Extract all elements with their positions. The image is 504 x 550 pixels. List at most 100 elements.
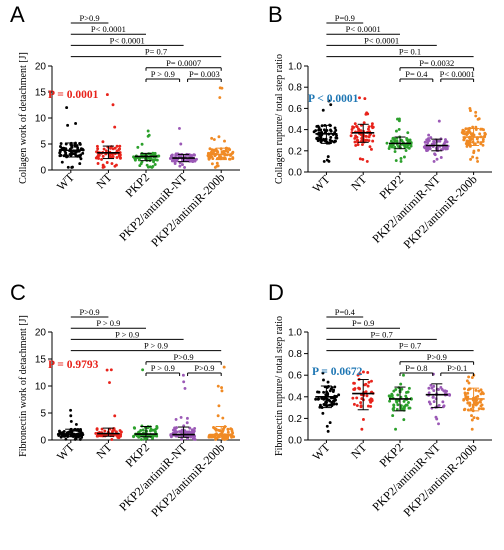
data-point bbox=[193, 426, 197, 430]
data-point bbox=[173, 159, 177, 163]
data-point bbox=[466, 391, 470, 395]
data-point bbox=[217, 404, 221, 408]
comparison-p-label: P>0.9 bbox=[174, 352, 194, 362]
data-point bbox=[69, 414, 73, 418]
data-point bbox=[326, 155, 330, 159]
data-point bbox=[228, 157, 232, 161]
data-point bbox=[133, 157, 137, 161]
data-point bbox=[365, 159, 369, 163]
data-point bbox=[472, 151, 476, 155]
data-point bbox=[322, 159, 326, 163]
data-point bbox=[100, 157, 103, 161]
x-tick-label: PKP2 bbox=[122, 440, 152, 470]
data-point bbox=[81, 151, 85, 155]
data-point bbox=[370, 379, 373, 383]
data-point bbox=[178, 164, 182, 168]
data-point bbox=[231, 150, 235, 154]
data-point bbox=[179, 415, 183, 419]
data-point bbox=[358, 157, 362, 161]
y-tick-label: 0.2 bbox=[288, 146, 302, 157]
data-point bbox=[397, 119, 401, 123]
comparison-p-label: P>0.9 bbox=[194, 363, 214, 373]
data-point bbox=[111, 429, 114, 433]
data-point bbox=[319, 140, 323, 144]
data-point bbox=[314, 397, 318, 401]
data-point bbox=[333, 385, 337, 389]
data-point bbox=[435, 157, 439, 161]
data-point bbox=[221, 428, 225, 432]
data-point bbox=[470, 418, 474, 422]
data-point bbox=[135, 434, 139, 438]
data-point bbox=[332, 400, 336, 403]
data-point bbox=[210, 136, 214, 140]
comparison-p-label: P= 0.0032 bbox=[419, 58, 454, 68]
data-point bbox=[395, 129, 398, 133]
data-point bbox=[95, 144, 99, 148]
data-point bbox=[368, 398, 372, 402]
data-point bbox=[78, 141, 82, 145]
data-point bbox=[170, 159, 174, 163]
data-point bbox=[353, 387, 356, 391]
data-point bbox=[423, 146, 427, 150]
data-point bbox=[318, 405, 322, 409]
y-tick-label: 20 bbox=[35, 328, 47, 339]
data-point bbox=[426, 139, 430, 143]
data-point bbox=[214, 437, 218, 441]
data-point bbox=[111, 155, 115, 159]
data-point bbox=[358, 96, 361, 100]
data-point bbox=[222, 365, 226, 369]
data-point bbox=[427, 133, 431, 137]
data-point bbox=[368, 145, 372, 149]
data-point bbox=[321, 371, 325, 375]
data-point bbox=[385, 141, 389, 145]
data-point bbox=[109, 368, 113, 372]
data-point bbox=[222, 150, 226, 154]
panel-C: C 0 5 10 15 20 Fibronectin work of detachment … bbox=[10, 280, 240, 519]
data-point bbox=[132, 426, 136, 430]
data-point bbox=[361, 157, 365, 161]
y-tick-label: 0.6 bbox=[288, 104, 302, 115]
data-point bbox=[369, 400, 373, 404]
data-point bbox=[153, 151, 157, 155]
data-point bbox=[397, 127, 401, 131]
data-point bbox=[464, 393, 467, 397]
data-point bbox=[215, 164, 219, 168]
y-axis-label: Collagen rupture/ total step ratio bbox=[274, 54, 285, 184]
data-point bbox=[472, 416, 476, 420]
data-point bbox=[369, 147, 373, 151]
data-point bbox=[427, 391, 431, 395]
data-point bbox=[400, 387, 404, 391]
comparison-p-label: P>0.9 bbox=[80, 307, 100, 317]
x-tick-label: PKP2 bbox=[376, 172, 406, 202]
data-point bbox=[445, 147, 449, 151]
data-point bbox=[102, 147, 106, 151]
data-point bbox=[429, 383, 433, 387]
data-point bbox=[473, 142, 477, 146]
x-tick-label: NT bbox=[348, 440, 370, 462]
data-point bbox=[181, 373, 185, 377]
x-tick-label: PKP2 bbox=[122, 170, 152, 200]
data-point bbox=[174, 153, 178, 157]
data-point bbox=[327, 398, 331, 402]
data-point bbox=[335, 136, 339, 140]
data-point bbox=[335, 134, 338, 137]
data-point bbox=[334, 128, 338, 132]
data-point bbox=[353, 140, 357, 144]
data-point bbox=[316, 137, 320, 141]
comparison-p-label: P< 0.0001 bbox=[110, 35, 145, 45]
data-point bbox=[360, 143, 364, 146]
data-point bbox=[115, 156, 119, 159]
data-point bbox=[70, 145, 74, 149]
data-point bbox=[221, 416, 225, 420]
data-point bbox=[185, 421, 189, 425]
data-point bbox=[140, 153, 144, 157]
data-point bbox=[175, 426, 178, 430]
data-point bbox=[154, 158, 157, 162]
data-point bbox=[331, 390, 335, 393]
data-point bbox=[69, 408, 73, 412]
comparison-p-label: P>0.9 bbox=[427, 352, 447, 362]
data-point bbox=[103, 429, 107, 433]
y-tick-label: 1.0 bbox=[288, 328, 302, 339]
data-point bbox=[475, 402, 479, 406]
data-point bbox=[388, 399, 392, 403]
